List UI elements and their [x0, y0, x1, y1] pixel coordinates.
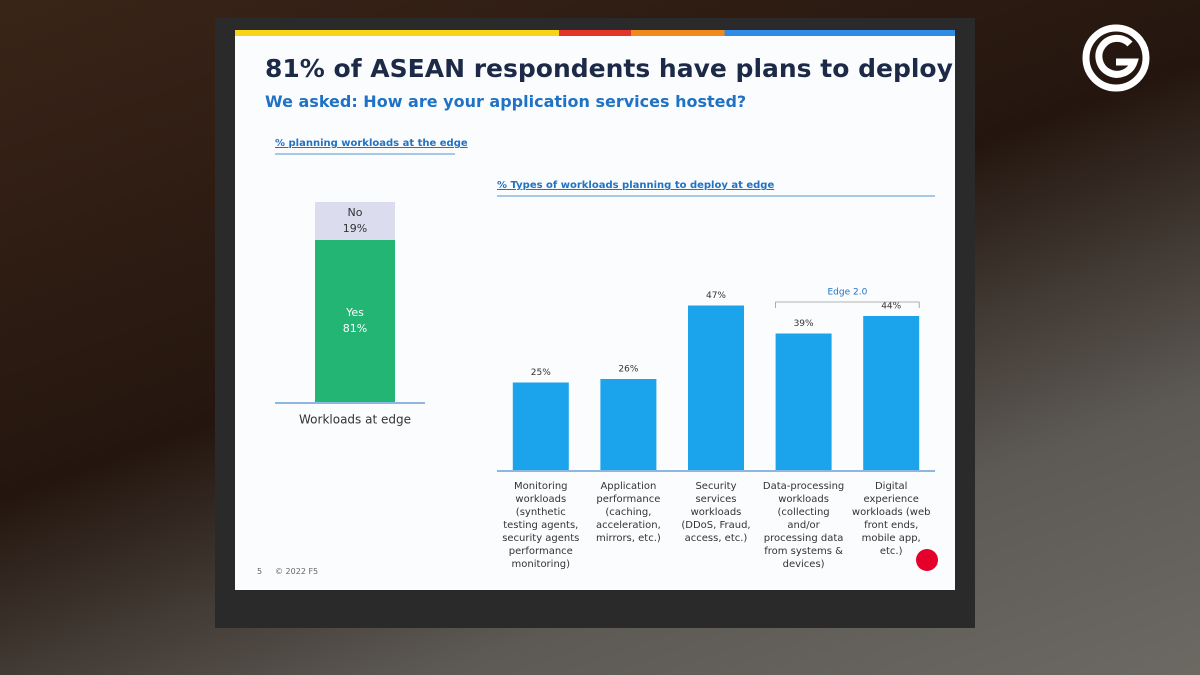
value-label: 44%: [881, 302, 901, 312]
x-tick-label: Security services workloads (DDoS, Fraud…: [681, 481, 751, 544]
bar: [512, 382, 569, 470]
value-label: 26%: [618, 365, 638, 375]
value-label: 39%: [794, 319, 814, 329]
segment-name: Yes: [345, 306, 364, 319]
chart-title: % planning workloads at the edge: [275, 138, 468, 149]
x-tick-label: Digital experience workloads (web front …: [851, 481, 931, 557]
bar: [863, 316, 920, 470]
page-number: 5: [257, 567, 263, 576]
bar: [688, 305, 744, 470]
slide-title: 81% of ASEAN respondents have plans to d…: [265, 54, 955, 83]
bar: [775, 333, 832, 470]
x-tick-label: Application performance (caching, accele…: [595, 481, 661, 544]
annotation-bracket: [775, 301, 920, 308]
chart-title: % Types of workloads planning to deploy …: [497, 180, 775, 191]
annotation: Edge 2.0: [827, 288, 867, 298]
x-tick-label: Workloads at edge: [299, 413, 411, 427]
value-label: 47%: [706, 291, 726, 301]
value-label: 25%: [531, 368, 551, 378]
chart: Yes 81% No 19% Workloads at edge 25% 26% 47% 39%…: [275, 153, 938, 571]
bar-segment: [315, 240, 395, 402]
copyright: © 2022 F5: [275, 567, 319, 576]
value-label: 81%: [343, 322, 367, 335]
bar-segment: [315, 202, 395, 240]
x-tick-label: Data-processing workloads (collecting an…: [762, 481, 845, 570]
slide: 81% of ASEAN respondents have plans to d…: [235, 30, 955, 590]
logo-g: [1095, 34, 1139, 78]
color-stripe: [235, 30, 955, 36]
segment-name: No: [348, 206, 363, 219]
value-label: 19%: [343, 222, 367, 235]
x-tick-label: Monitoring workloads (synthetic testing …: [502, 481, 580, 570]
f5-logo: [916, 549, 938, 571]
slide-subtitle: We asked: How are your application servi…: [265, 92, 747, 111]
logo-ring: [1082, 24, 1150, 92]
bar: [600, 379, 657, 470]
